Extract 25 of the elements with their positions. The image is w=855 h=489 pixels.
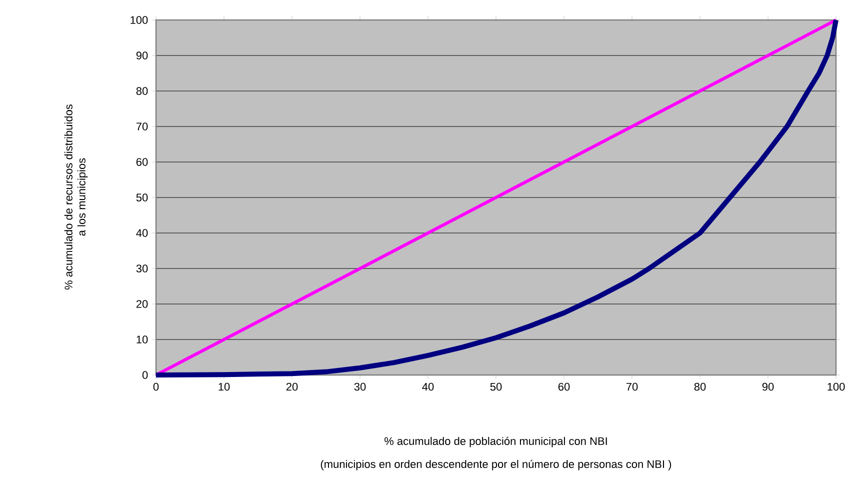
x-tick-label: 70 xyxy=(626,382,638,391)
x-tick-label: 10 xyxy=(218,382,230,391)
y-tick-label: 90 xyxy=(136,52,148,60)
x-tick-label: 20 xyxy=(286,382,298,391)
text: (municipios en orden descendente por el número de personas con NBI ) xyxy=(320,460,672,470)
y-tick-label: 0 xyxy=(142,371,148,379)
x-tick-label: 30 xyxy=(354,382,366,391)
x-tick-label: 90 xyxy=(762,382,774,391)
x-tick-label: 60 xyxy=(558,382,570,391)
x-tick-label: 100 xyxy=(828,382,845,391)
y-tick-label: 50 xyxy=(136,194,148,202)
y-axis-title: % acumulado de recursos distribuidos a los municipios xyxy=(64,104,88,290)
x-tick-label: 0 xyxy=(153,382,159,391)
y-tick-label: 60 xyxy=(136,158,148,166)
x-axis-title: % acumulado de población municipal con NBI xyxy=(384,436,607,448)
y-tick-label: 10 xyxy=(136,336,148,344)
y-tick-label: 30 xyxy=(136,264,148,272)
x-tick-label: 40 xyxy=(422,382,434,391)
y-tick-label: 40 xyxy=(136,229,148,237)
x-tick-label: 50 xyxy=(490,382,502,391)
y-tick-label: 100 xyxy=(130,16,148,24)
x-tick-label: 80 xyxy=(694,382,706,391)
y-tick-label: 70 xyxy=(136,122,148,130)
y-tick-label: 80 xyxy=(136,87,148,95)
y-tick-label: 20 xyxy=(136,300,148,308)
